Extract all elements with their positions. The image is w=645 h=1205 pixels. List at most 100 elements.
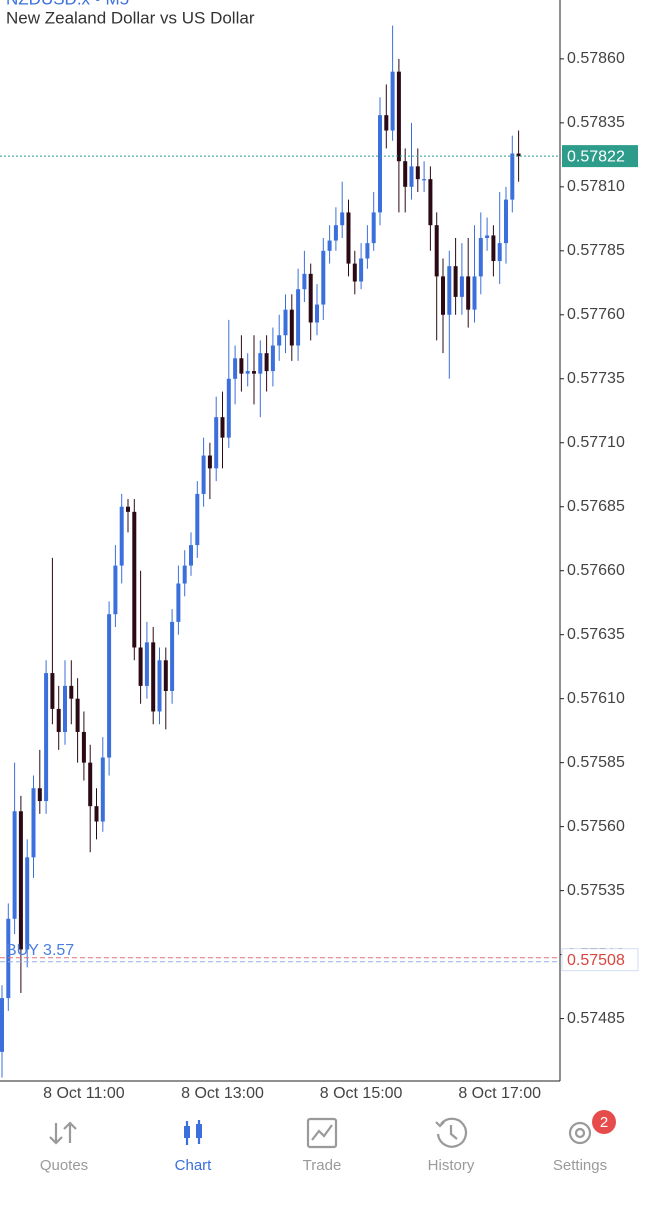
candle-body bbox=[478, 238, 483, 277]
badge bbox=[592, 1110, 616, 1134]
candle-body bbox=[346, 212, 351, 264]
y-tick-label: 0.57860 bbox=[567, 50, 625, 67]
candle-body bbox=[359, 258, 364, 282]
candle-body bbox=[113, 565, 118, 615]
nav-label[interactable]: Trade bbox=[303, 1157, 342, 1174]
candle-body bbox=[409, 166, 414, 187]
candle-body bbox=[144, 642, 149, 686]
candle-body bbox=[94, 806, 99, 822]
x-tick-label: 8 Oct 11:00 bbox=[43, 1085, 125, 1102]
chart-icon[interactable] bbox=[184, 1120, 202, 1145]
y-tick-label: 0.57635 bbox=[567, 626, 625, 643]
settings-icon[interactable] bbox=[568, 1121, 592, 1145]
trade-icon[interactable] bbox=[306, 1117, 338, 1149]
candle-body bbox=[50, 673, 55, 709]
order-label-box bbox=[561, 948, 639, 972]
candle-body bbox=[466, 276, 471, 310]
y-tick-label: 0.57685 bbox=[567, 498, 625, 515]
candle-body bbox=[132, 511, 137, 648]
candle-body bbox=[63, 685, 67, 732]
y-tick-label: 0.57785 bbox=[567, 242, 625, 259]
candle-body bbox=[0, 998, 4, 1052]
candle-body bbox=[107, 614, 112, 758]
y-tick-label: 0.57735 bbox=[567, 370, 625, 387]
candle-body bbox=[37, 788, 42, 802]
candle-body bbox=[239, 358, 244, 374]
candle-body bbox=[119, 506, 124, 566]
candle-body bbox=[31, 788, 36, 858]
candle-body bbox=[25, 857, 30, 950]
candle-body bbox=[516, 153, 521, 157]
y-tick-label: 0.57810 bbox=[567, 178, 625, 195]
candle-body bbox=[44, 673, 49, 802]
candle-body bbox=[258, 353, 263, 374]
candle-body bbox=[352, 263, 357, 282]
candle-body bbox=[56, 708, 61, 732]
candle-body bbox=[100, 757, 105, 822]
quotes-icon[interactable] bbox=[49, 1121, 77, 1145]
candle-body bbox=[182, 565, 187, 584]
candle-body bbox=[396, 71, 401, 162]
history-icon[interactable] bbox=[435, 1117, 468, 1148]
candle-body bbox=[81, 731, 86, 763]
order-label: 0.57508 bbox=[567, 952, 625, 969]
candle-body bbox=[126, 506, 130, 512]
candle-body bbox=[308, 273, 313, 323]
nav-label[interactable]: Chart bbox=[175, 1157, 213, 1174]
candle-body bbox=[88, 762, 93, 807]
candle-body bbox=[384, 115, 389, 131]
candle-body bbox=[176, 583, 181, 622]
candle-body bbox=[252, 371, 256, 374]
candle-body bbox=[69, 685, 74, 699]
x-tick-label: 8 Oct 17:00 bbox=[458, 1085, 541, 1102]
nav-label[interactable]: Settings bbox=[553, 1157, 607, 1174]
candle-body bbox=[138, 647, 143, 686]
candle-body bbox=[491, 235, 496, 262]
candle-body bbox=[485, 235, 490, 239]
candle-body bbox=[390, 71, 395, 131]
candle-body bbox=[6, 918, 11, 999]
y-tick-label: 0.57710 bbox=[567, 434, 625, 451]
nav-label[interactable]: Quotes bbox=[40, 1157, 88, 1174]
candle-body bbox=[151, 642, 156, 712]
candle-body bbox=[333, 225, 338, 241]
candle-body bbox=[163, 660, 168, 691]
y-tick-label: 0.57835 bbox=[567, 114, 625, 131]
candle-body bbox=[472, 276, 477, 310]
candle-body bbox=[18, 811, 23, 950]
candle-body bbox=[315, 304, 319, 323]
candle-body bbox=[245, 371, 250, 374]
candle-body bbox=[201, 455, 206, 494]
nav-label[interactable]: History bbox=[428, 1157, 475, 1174]
badge-count: 2 bbox=[600, 1114, 608, 1131]
nav-icons bbox=[49, 1110, 616, 1149]
candle-body bbox=[504, 199, 508, 244]
candle-body bbox=[453, 266, 458, 297]
x-tick-label: 8 Oct 15:00 bbox=[320, 1085, 403, 1102]
candle-body bbox=[157, 660, 162, 712]
symbol-title: NZDUSD.x • M5 bbox=[6, 0, 129, 8]
y-tick-label: 0.57560 bbox=[567, 818, 625, 835]
candle-body bbox=[289, 309, 294, 346]
candle-body bbox=[75, 698, 80, 732]
candle-body bbox=[214, 417, 219, 469]
candle-body bbox=[447, 266, 452, 315]
x-tick-label: 8 Oct 13:00 bbox=[181, 1085, 264, 1102]
candle-body bbox=[277, 335, 282, 346]
candle-body bbox=[207, 455, 212, 469]
candle-body bbox=[283, 309, 288, 336]
symbol-description: New Zealand Dollar vs US Dollar bbox=[6, 8, 255, 27]
candle-body bbox=[415, 166, 420, 180]
candle-body bbox=[422, 179, 427, 181]
candle-body bbox=[296, 289, 301, 346]
y-tick-label: 0.57760 bbox=[567, 306, 625, 323]
candle-body bbox=[371, 212, 376, 244]
price-label-box bbox=[562, 145, 638, 168]
candle-body bbox=[497, 243, 502, 262]
candle-body bbox=[434, 225, 439, 277]
candle-body bbox=[403, 161, 408, 187]
y-tick-label: 0.57585 bbox=[567, 754, 625, 771]
y-tick-label: 0.57610 bbox=[567, 690, 625, 707]
